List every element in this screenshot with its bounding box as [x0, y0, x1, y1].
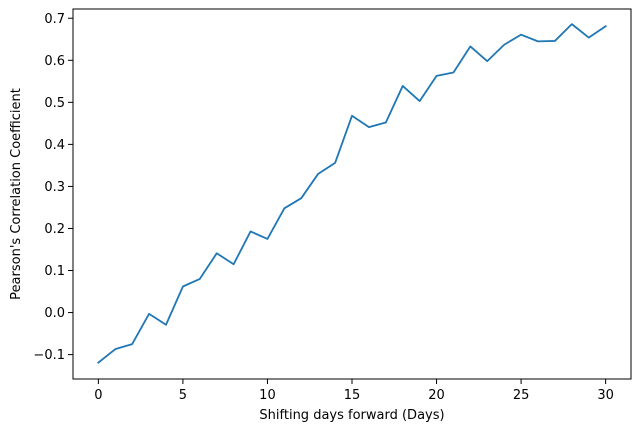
- y-tick-label: 0.4: [44, 138, 65, 153]
- y-tick-label: 0.2: [44, 222, 65, 237]
- y-tick-label: 0.1: [44, 264, 65, 279]
- plot-area: [97, 23, 607, 364]
- x-tick-label: 15: [344, 388, 361, 403]
- series-line: [97, 23, 607, 364]
- x-tick-label: 20: [428, 388, 445, 403]
- y-tick-label: 0.3: [44, 180, 65, 195]
- x-axis: 0 5 10 15 20 25 30: [94, 379, 614, 403]
- y-tick-label: 0.7: [44, 12, 65, 27]
- y-tick-label: 0.5: [44, 96, 65, 111]
- y-axis-label: Pearson's Correlation Coefficient: [9, 88, 24, 300]
- y-tick-label: −0.1: [33, 348, 65, 363]
- y-tick-label: 0.0: [44, 306, 65, 321]
- x-tick-label: 30: [597, 388, 614, 403]
- x-tick-label: 25: [513, 388, 530, 403]
- x-tick-label: 0: [94, 388, 102, 403]
- y-axis: −0.1 0.0 0.1 0.2 0.3 0.4 0.5 0.6 0.7: [33, 12, 73, 363]
- y-tick-label: 0.6: [44, 54, 65, 69]
- x-tick-label: 5: [179, 388, 187, 403]
- plot-frame: [72, 8, 632, 380]
- x-tick-label: 10: [259, 388, 276, 403]
- x-axis-label: Shifting days forward (Days): [259, 408, 444, 423]
